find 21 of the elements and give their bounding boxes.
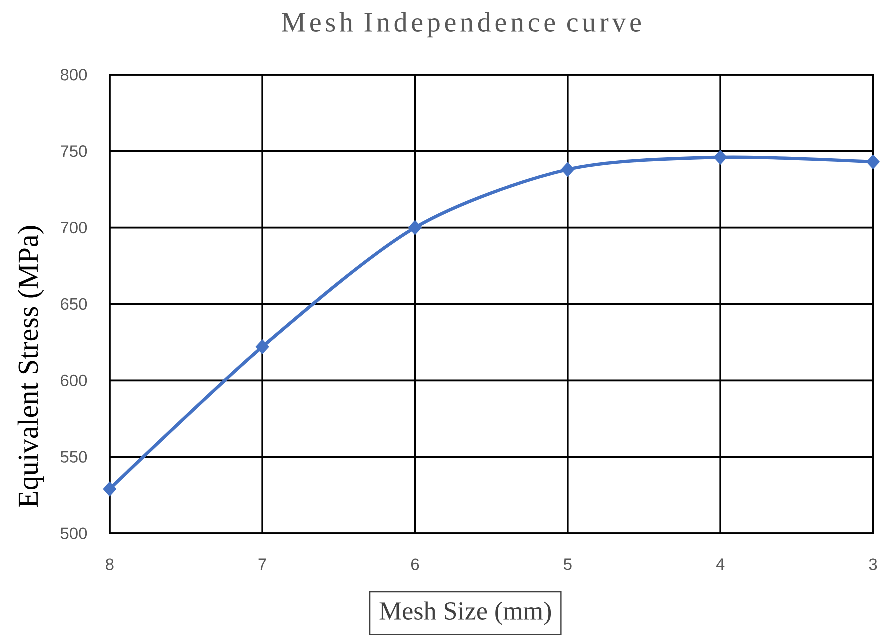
y-tick-label: 800 — [60, 69, 88, 81]
x-tick-label: 5 — [564, 558, 572, 570]
y-tick-label: 700 — [61, 222, 88, 234]
x-tick-label: 4 — [716, 558, 725, 570]
point — [408, 220, 422, 236]
x-axis-title: Mesh Size (mm) — [380, 602, 552, 626]
y-tick-label: 500 — [60, 528, 88, 540]
y-axis-title: Equivalent Stress (MPa) — [18, 226, 44, 508]
y-tick-label: 650 — [61, 298, 88, 310]
point — [714, 150, 728, 166]
x-tick-label: 7 — [258, 558, 266, 570]
y-tick-label: 550 — [60, 451, 88, 464]
point — [256, 340, 270, 355]
x-tick-label: 8 — [106, 558, 114, 571]
y-tick-label: 600 — [61, 375, 88, 387]
chart-title: Mesh Independence curve — [282, 12, 641, 38]
point — [103, 482, 117, 497]
x-tick-label: 3 — [869, 558, 878, 571]
y-tick-label: 750 — [61, 146, 88, 158]
x-tick-label: 6 — [411, 558, 420, 571]
point — [561, 162, 575, 178]
